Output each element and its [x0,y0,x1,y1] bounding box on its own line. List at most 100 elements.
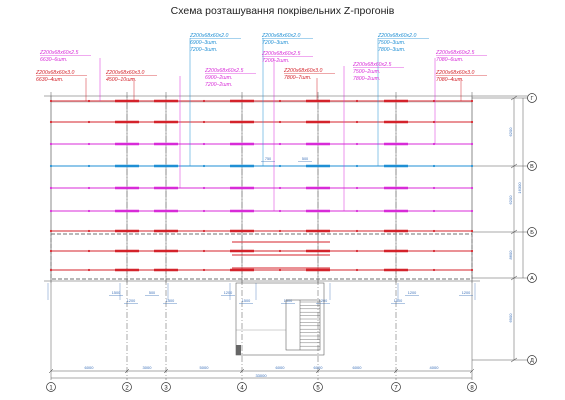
purlin-node [470,268,474,272]
row-dim-value: 16300 [517,182,522,194]
purlin-node [164,120,168,124]
purlin-labels: Z200x68x60x2.56630–6шт.Z200x68x60x3.0663… [35,33,487,88]
purlin-profile-text: Z200x68x60x2.5 [352,62,391,68]
purlin-node [470,120,474,124]
purlin-node [202,186,206,190]
purlin-node [49,249,53,253]
column-axis-label: 5 [316,386,320,392]
stair-post [236,345,241,355]
column-axis-label: 1 [49,386,53,392]
purlin-node [316,249,320,253]
dim-tick [510,357,518,363]
purlin-node [164,142,168,146]
purlin-node [432,268,436,272]
purlin-node [355,142,359,146]
purlin-node [87,164,91,168]
purlin-count-text: 7800–7шт. [284,75,311,81]
purlin-node [355,209,359,213]
purlin-node [164,209,168,213]
dim-tick [239,368,245,374]
purlin-count-text: 7200–3шт. [190,47,217,53]
purlin-node [202,268,206,272]
purlin-profile-text: Z200x68x60x2.5 [204,68,243,74]
purlin-node [278,164,282,168]
stair-flight [285,299,321,351]
row-axis-label: Д [530,358,534,364]
purlin-node [202,209,206,213]
purlin-node [240,99,244,103]
drawing-title: Схема розташування покрівельних Z-прогон… [170,5,395,17]
row-axis-label: В [530,164,534,170]
purlin-node [125,142,129,146]
dim-tick [510,229,518,235]
purlin-node [432,209,436,213]
purlin-node [202,142,206,146]
small-dim-value: 1500 [112,291,120,295]
purlin-node [432,229,436,233]
purlin-node [316,120,320,124]
purlin-node [87,186,91,190]
purlin-lines [49,38,474,272]
purlin-node [394,120,398,124]
purlin-node [355,164,359,168]
purlin-node [164,268,168,272]
purlin-node [316,268,320,272]
purlin-node [394,249,398,253]
dim-tick [315,368,321,374]
dimension-lines: 6200 6200 16300 8600 6900 1200 1500 500 1500 1200… [47,95,524,379]
purlin-node [125,120,129,124]
purlin-node [240,120,244,124]
purlin-count-text: 7200–3шт. [262,40,289,46]
dim-tick [510,95,518,101]
purlin-node [470,249,474,253]
purlin-node [278,268,282,272]
stair-block [235,282,325,356]
purlin-node [240,142,244,146]
purlin-node [125,186,129,190]
purlin-node [432,99,436,103]
purlin-node [394,186,398,190]
purlin-node [278,186,282,190]
column-axis-bubble [391,382,401,392]
purlin-node [87,229,91,233]
purlin-node [240,164,244,168]
small-dim-value: 1200 [462,291,470,295]
purlin-node [432,142,436,146]
purlin-node [278,249,282,253]
purlin-node [164,249,168,253]
span-dim-value: 6000 [314,365,324,370]
stair-outline [235,282,325,356]
purlin-node [470,229,474,233]
dim-tick [124,368,130,374]
purlin-node [49,229,53,233]
purlin-node [278,120,282,124]
column-axis-label: 2 [125,386,129,392]
purlin-node [202,164,206,168]
small-dim-value: 1200 [319,299,327,303]
purlin-node [355,249,359,253]
column-axis-bubble [46,382,56,392]
purlin-node [202,99,206,103]
purlin-profile-text: Z200x68x60x3.0 [435,70,474,76]
purlin-profile-text: Z200x68x60x2.5 [261,51,300,57]
column-axis-bubble [122,382,132,392]
purlin-node [125,209,129,213]
row-axis-bubble [527,273,537,283]
small-dim-value: 1500 [284,299,292,303]
purlin-profile-text: Z200x68x60x2.0 [377,33,416,39]
purlin-node [49,186,53,190]
column-axis-label: 4 [240,386,244,392]
row-axis-label: А [530,276,534,282]
span-dim-value: 6000 [276,365,286,370]
purlin-node [87,209,91,213]
total-dim-value: 33000 [255,373,267,378]
span-dim-value: 5000 [200,365,210,370]
purlin-node [355,120,359,124]
purlin-profile-text: Z200x68x60x2.5 [435,50,474,56]
dashed-zone [50,233,473,280]
